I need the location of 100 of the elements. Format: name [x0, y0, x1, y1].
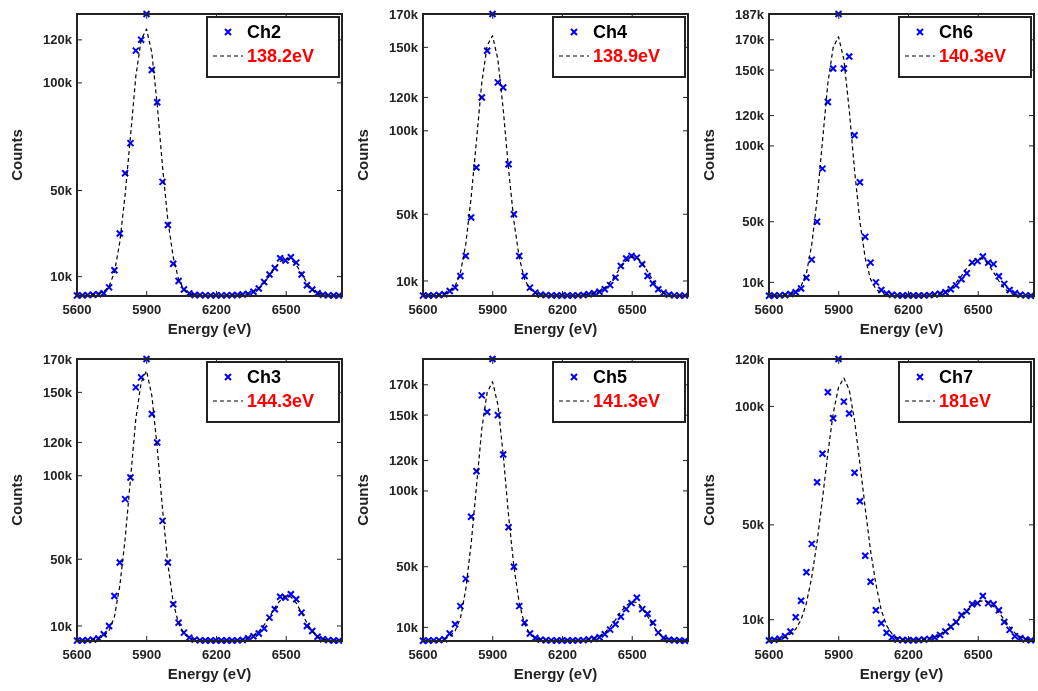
point: [855, 178, 864, 187]
y-tick-label: 170k: [389, 377, 419, 393]
point: [121, 495, 130, 504]
y-tick-label: 120k: [43, 434, 73, 450]
x-axis-title: Energy (eV): [859, 320, 944, 337]
x-tick-label: 6200: [548, 302, 577, 317]
y-tick-label: 10k: [742, 274, 765, 290]
y-tick-label: 100k: [389, 483, 419, 499]
y-tick-label: 120k: [389, 453, 419, 469]
x-tick-label: 5900: [824, 647, 854, 662]
x-tick-label: 5900: [824, 302, 854, 317]
y-tick-label: 100k: [43, 75, 73, 91]
point: [632, 593, 641, 602]
y-tick-label: 120k: [735, 351, 765, 367]
x-tick-label: 5900: [132, 302, 162, 317]
y-tick-label: 150k: [389, 407, 419, 423]
y-tick-label: 100k: [735, 138, 765, 154]
point: [829, 64, 838, 73]
legend-label: Ch5: [593, 367, 628, 388]
y-axis-title: Counts: [700, 129, 717, 181]
y-tick-label: 100k: [43, 468, 73, 484]
point: [850, 468, 859, 477]
legend-label: Ch7: [939, 367, 974, 388]
x-tick-label: 6200: [202, 302, 231, 317]
x-tick-label: 5600: [62, 647, 92, 662]
legend-label: Ch4: [593, 22, 628, 43]
point: [451, 620, 460, 629]
y-tick-label: 170k: [389, 6, 419, 22]
y-tick-label: 150k: [735, 62, 765, 78]
point: [807, 539, 816, 548]
y-tick-label: 187k: [735, 6, 765, 22]
x-tick-label: 6500: [271, 302, 301, 317]
point: [994, 272, 1003, 281]
y-tick-label: 10k: [50, 618, 73, 634]
x-tick-label: 5600: [62, 302, 92, 317]
legend-label: 138.9eV: [593, 46, 661, 67]
point: [978, 591, 987, 600]
point: [797, 596, 806, 605]
x-axis-title: Energy (eV): [859, 665, 944, 682]
legend-label: Ch6: [939, 22, 974, 43]
y-tick-label: 120k: [43, 32, 73, 48]
point: [866, 577, 875, 586]
point: [611, 620, 620, 629]
y-tick-label: 50k: [50, 551, 73, 567]
x-axis-title: Energy (eV): [513, 320, 598, 337]
y-tick-label: 100k: [735, 398, 765, 414]
x-tick-label: 6500: [271, 647, 301, 662]
legend-label: Ch3: [247, 367, 282, 388]
legend-label: 141.3eV: [593, 391, 661, 412]
y-tick-label: 50k: [50, 183, 73, 199]
y-axis-title: Counts: [8, 474, 25, 526]
x-axis-title: Energy (eV): [167, 665, 252, 682]
point: [813, 478, 822, 487]
y-tick-label: 50k: [742, 517, 765, 533]
y-axis-title: Counts: [8, 129, 25, 181]
x-tick-label: 6500: [617, 647, 647, 662]
x-tick-label: 5900: [478, 302, 508, 317]
y-tick-label: 100k: [389, 123, 419, 139]
point: [845, 52, 854, 61]
y-tick-label: 50k: [396, 206, 419, 222]
point: [818, 449, 827, 458]
point: [802, 568, 811, 577]
y-tick-label: 10k: [396, 619, 419, 635]
legend-label: Ch2: [247, 22, 282, 43]
x-tick-label: 5600: [754, 302, 784, 317]
x-tick-label: 5600: [408, 647, 438, 662]
legend-label: 140.3eV: [939, 46, 1007, 67]
x-tick-label: 5900: [132, 647, 162, 662]
y-tick-label: 120k: [735, 108, 765, 124]
y-tick-label: 120k: [389, 89, 419, 105]
y-tick-label: 50k: [396, 559, 419, 575]
legend-label: 138.2eV: [247, 46, 315, 67]
x-tick-label: 6200: [202, 647, 231, 662]
y-tick-label: 10k: [742, 612, 765, 628]
y-tick-label: 10k: [396, 273, 419, 289]
point: [131, 46, 140, 55]
x-tick-label: 6500: [617, 302, 647, 317]
y-tick-label: 10k: [50, 269, 73, 285]
x-tick-label: 5900: [478, 647, 508, 662]
x-tick-label: 5600: [408, 302, 438, 317]
legend-label: 144.3eV: [247, 391, 315, 412]
x-tick-label: 6200: [894, 302, 923, 317]
x-tick-label: 6500: [963, 302, 993, 317]
x-axis-title: Energy (eV): [167, 320, 252, 337]
y-tick-label: 150k: [389, 39, 419, 55]
point: [823, 388, 832, 397]
y-tick-label: 170k: [735, 32, 765, 48]
y-tick-label: 50k: [742, 214, 765, 230]
point: [855, 497, 864, 506]
x-tick-label: 6500: [963, 647, 993, 662]
x-tick-label: 5600: [754, 647, 784, 662]
y-axis-title: Counts: [354, 474, 371, 526]
y-tick-label: 150k: [43, 384, 73, 400]
point: [871, 606, 880, 615]
y-axis-title: Counts: [354, 129, 371, 181]
legend-label: 181eV: [939, 391, 992, 412]
x-axis-title: Energy (eV): [513, 665, 598, 682]
x-tick-label: 6200: [894, 647, 923, 662]
x-tick-label: 6200: [548, 647, 577, 662]
y-axis-title: Counts: [700, 474, 717, 526]
